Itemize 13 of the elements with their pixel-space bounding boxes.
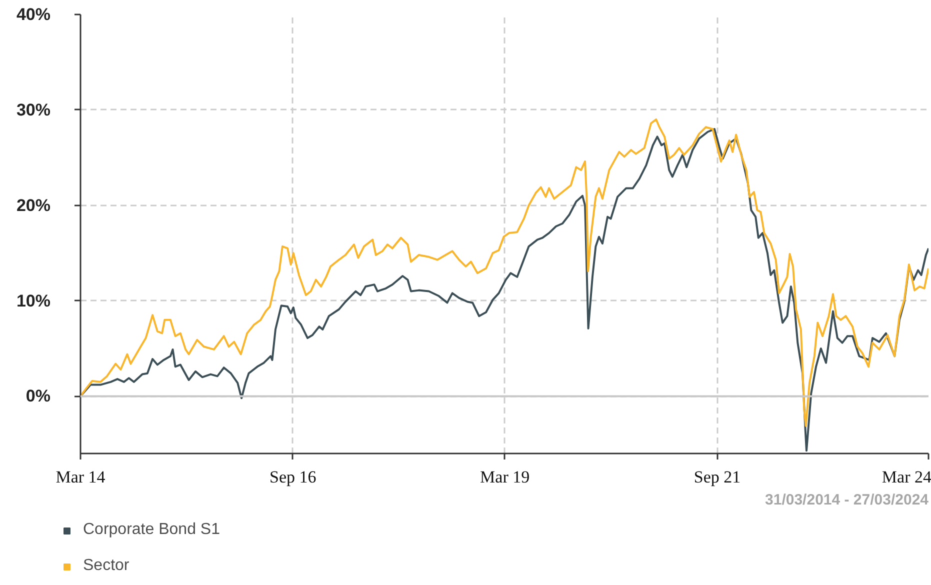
x-tick-label: Mar 14 xyxy=(56,468,106,486)
y-tick-label: 40% xyxy=(16,5,51,24)
x-tick-label: Mar 19 xyxy=(480,468,530,486)
x-tick-label: Sep 16 xyxy=(270,468,316,486)
x-tick-label: Sep 21 xyxy=(694,468,741,486)
y-tick-label: 20% xyxy=(16,196,51,215)
text: 31/03/2014 - 27/03/2024 xyxy=(765,492,930,508)
legend-label: Corporate Bond S1 xyxy=(83,520,220,540)
y-tick-label: 0% xyxy=(26,386,51,406)
x-tick-label: Mar 24 xyxy=(882,468,931,486)
y-tick-label: 10% xyxy=(16,291,51,310)
legend-label: Sector xyxy=(83,556,130,576)
y-tick-label: 30% xyxy=(16,100,51,120)
